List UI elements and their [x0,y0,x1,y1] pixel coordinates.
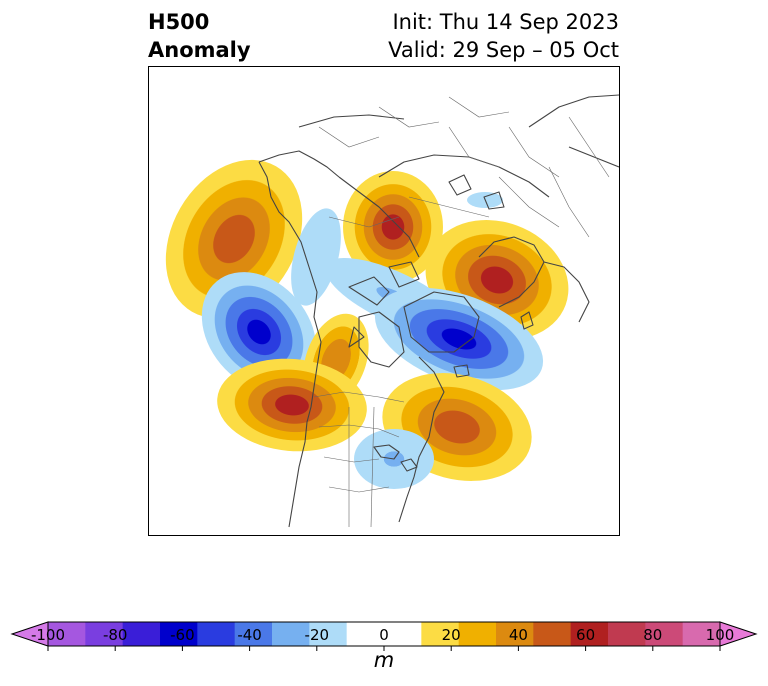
colorbar-segment [197,622,236,646]
colorbar-segment [570,622,609,646]
coastlines [258,94,619,528]
colorbar-tick-label: 100 [705,626,735,644]
colorbar-unit: m [373,648,395,672]
colorbar [10,621,758,651]
colorbar-tick-label: -80 [102,626,128,644]
colorbar-tick-label: -100 [30,626,66,644]
map-title: H500 Anomaly [148,8,251,64]
colorbar-segments [48,622,721,646]
date-info: Init: Thu 14 Sep 2023 Valid: 29 Sep – 05… [388,8,619,64]
colorbar-ticks [47,646,721,651]
anomaly-fields [165,159,569,489]
colorbar-segment [122,622,161,646]
colorbar-tick-label: 80 [643,626,663,644]
colorbar-tick-label: -20 [304,626,330,644]
title-line2: Anomaly [148,38,251,62]
borders [313,96,610,528]
title-line1: H500 [148,10,210,34]
colorbar-segment [234,622,273,646]
colorbar-segment [533,622,572,646]
colorbar-segment [384,622,422,646]
valid-period: Valid: 29 Sep – 05 Oct [388,38,619,62]
pos-anomaly-pacific-northwest [217,358,367,452]
neg-anomaly-greenland [374,287,544,391]
anomaly-map [148,66,620,536]
colorbar-tick-label: -40 [237,626,262,644]
colorbar-tick-label: -60 [170,626,195,644]
colorbar-segment [48,622,86,646]
colorbar-tick-label: 60 [576,626,596,644]
colorbar-segment [458,622,497,646]
colorbar-segment [421,622,460,646]
colorbar-tick-label: 20 [441,626,461,644]
colorbar-segment [346,622,385,646]
map-canvas [165,94,619,528]
colorbar-segment [160,622,198,646]
colorbar-segment [496,622,534,646]
colorbar-tick-label: 40 [508,626,528,644]
neg-anomaly-alaska-strip [291,208,341,306]
colorbar-segment [272,622,310,646]
colorbar-segment [682,622,721,646]
colorbar-segment [645,622,684,646]
colorbar-segment [309,622,348,646]
init-date: Init: Thu 14 Sep 2023 [392,10,619,34]
white-gap [322,298,346,310]
colorbar-segment [608,622,646,646]
colorbar-segment [85,622,124,646]
colorbar-tick-label: 0 [379,626,389,644]
